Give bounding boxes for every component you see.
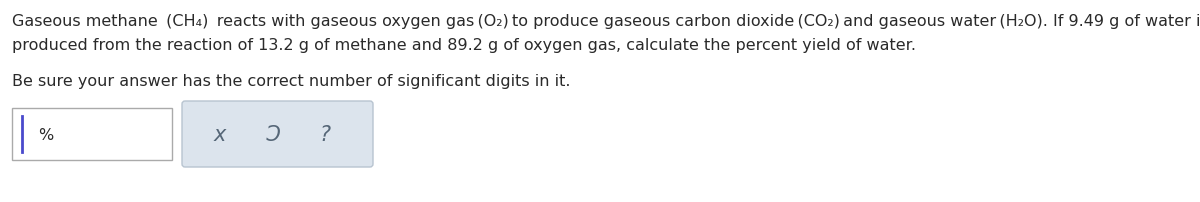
Text: ?: ? [319,125,331,145]
Text: Gaseous methane  (CH₄)  reacts with gaseous oxygen gas (O₂) to produce gaseous c: Gaseous methane (CH₄) reacts with gaseou… [12,14,1200,29]
FancyBboxPatch shape [182,101,373,167]
FancyBboxPatch shape [12,108,172,160]
Text: Be sure your answer has the correct number of significant digits in it.: Be sure your answer has the correct numb… [12,74,570,89]
Text: x: x [214,125,226,145]
Text: %: % [38,127,53,142]
Text: Ɔ: Ɔ [265,125,280,145]
Text: produced from the reaction of 13.2 g of methane and 89.2 g of oxygen gas, calcul: produced from the reaction of 13.2 g of … [12,38,916,53]
